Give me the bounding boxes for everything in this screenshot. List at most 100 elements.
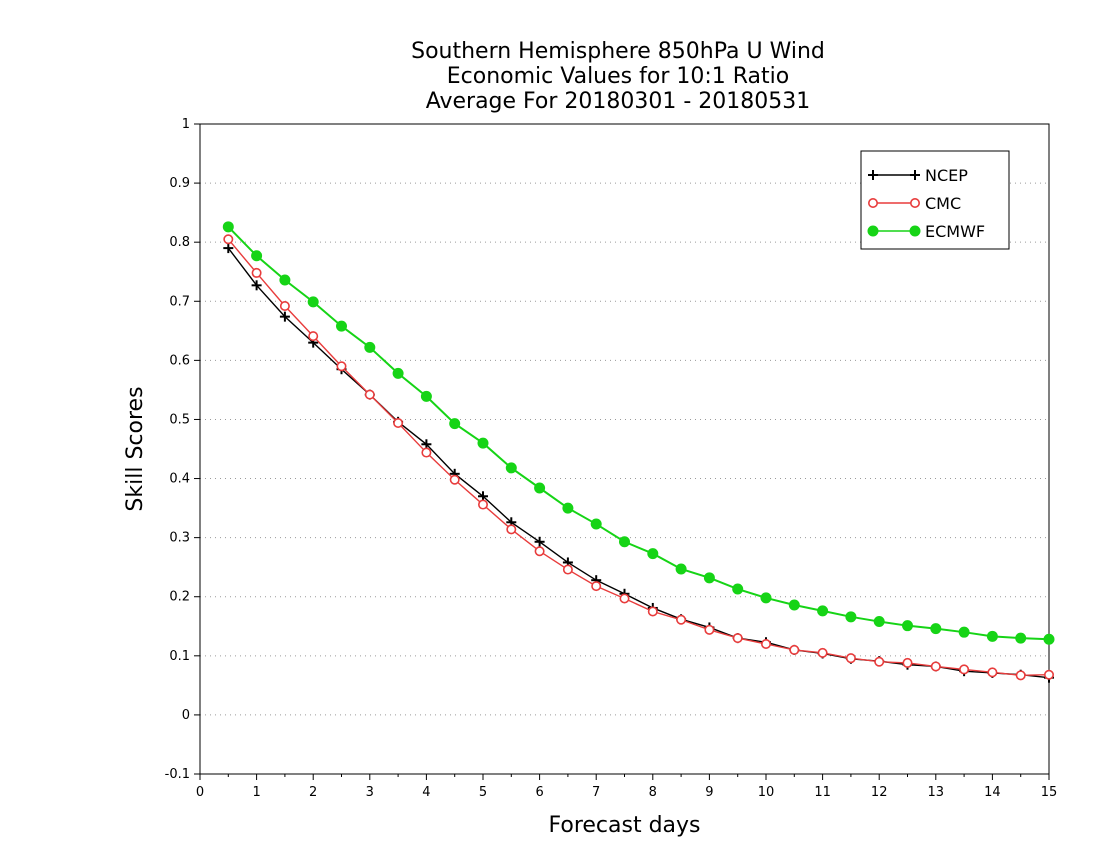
y-axis: -0.1 0 0.1 0.2 0.3 0.4 0.5 0.6 0.7 0.8 0.9 1 [165, 117, 200, 782]
y-tick-label: -0.1 [165, 767, 190, 782]
legend-marker-right [909, 198, 920, 209]
x-axis-label: Forecast days [548, 813, 700, 838]
data-point-ecmwf [675, 563, 687, 575]
y-tick-label: 0.1 [169, 649, 190, 664]
data-point-ecmwf [477, 437, 489, 449]
legend-marker-left [867, 198, 878, 209]
data-point-ecmwf [534, 482, 546, 494]
data-point-cmc [1015, 670, 1026, 681]
data-point-cmc [1044, 669, 1055, 680]
legend-marker-left [868, 170, 878, 180]
x-tick-label: 1 [252, 785, 260, 800]
legend-box [860, 150, 1010, 250]
x-tick-label: 12 [871, 785, 888, 800]
data-point-cmc [676, 614, 687, 625]
data-point-ecmwf [845, 611, 857, 623]
chart-title-line-3: Average For 20180301 - 20180531 [426, 89, 811, 114]
legend-marker-right [909, 225, 921, 237]
legend-marker-right [910, 170, 920, 180]
x-tick-label: 11 [814, 785, 831, 800]
data-point-cmc [449, 474, 460, 485]
data-point-cmc [789, 644, 800, 655]
series-line-ncep [227, 247, 1050, 679]
data-point-ecmwf [986, 630, 998, 642]
chart-title: Southern Hemisphere 850hPa U WindEconomi… [411, 39, 825, 114]
legend-item-ecmwf: ECMWF [867, 222, 985, 241]
y-tick-label: 1 [182, 117, 190, 132]
x-tick-label: 10 [758, 785, 775, 800]
x-tick-label: 15 [1041, 785, 1058, 800]
data-point-ecmwf [930, 623, 942, 635]
data-point-ecmwf [732, 583, 744, 595]
y-tick-label: 0.9 [169, 176, 190, 191]
data-point-ecmwf [392, 367, 404, 379]
data-point-cmc [279, 300, 290, 311]
x-tick-label: 4 [422, 785, 430, 800]
data-point-cmc [506, 524, 517, 535]
y-tick-label: 0.3 [169, 531, 190, 546]
data-point-ecmwf [222, 221, 234, 233]
data-point-cmc [874, 656, 885, 667]
data-point-cmc [902, 657, 913, 668]
data-point-cmc [364, 389, 375, 400]
y-tick-label: 0.6 [169, 353, 190, 368]
data-point-cmc [477, 499, 488, 510]
data-point-cmc [845, 653, 856, 664]
data-point-ncep [223, 243, 234, 254]
data-point-cmc [619, 593, 630, 604]
data-point-ecmwf [703, 572, 715, 584]
data-point-ecmwf [420, 390, 432, 402]
data-point-ecmwf [647, 548, 659, 560]
data-point-cmc [704, 624, 715, 635]
data-point-ecmwf [505, 462, 517, 474]
legend-label: CMC [925, 194, 961, 213]
data-point-cmc [959, 664, 970, 675]
legend-item-ncep: NCEP [868, 166, 968, 185]
data-point-ecmwf [307, 296, 319, 308]
series-ncep [223, 243, 1054, 683]
data-point-ecmwf [817, 605, 829, 617]
data-point-ecmwf [336, 320, 347, 332]
data-point-ecmwf [364, 341, 376, 353]
y-tick-label: 0.4 [169, 472, 190, 487]
data-point-ecmwf [590, 518, 602, 530]
y-tick-label: 0.7 [169, 294, 190, 309]
x-tick-label: 5 [479, 785, 487, 800]
data-point-ecmwf [279, 274, 291, 286]
data-point-cmc [251, 267, 262, 278]
data-point-cmc [732, 633, 743, 644]
data-point-cmc [336, 361, 347, 372]
x-tick-label: 7 [592, 785, 600, 800]
legend-label: NCEP [925, 166, 968, 185]
x-tick-label: 6 [535, 785, 543, 800]
y-axis-label: Skill Scores [123, 386, 148, 511]
y-tick-label: 0.5 [169, 412, 190, 427]
data-point-ecmwf [873, 616, 885, 628]
x-tick-label: 9 [705, 785, 713, 800]
data-point-ecmwf [902, 620, 913, 632]
series-layer [222, 221, 1055, 683]
series-cmc [223, 234, 1055, 681]
data-point-ecmwf [1015, 632, 1027, 644]
data-point-ecmwf [1043, 633, 1055, 645]
data-point-cmc [591, 581, 602, 592]
y-tick-label: 0 [182, 708, 190, 723]
x-tick-label: 8 [649, 785, 657, 800]
data-point-cmc [308, 331, 319, 342]
legend-marker-left [867, 225, 879, 237]
x-tick-label: 2 [309, 785, 317, 800]
data-point-cmc [930, 661, 941, 672]
data-point-cmc [760, 638, 771, 649]
data-point-ncep [279, 311, 290, 322]
y-tick-label: 0.2 [169, 590, 190, 605]
data-point-cmc [223, 234, 234, 245]
data-point-cmc [817, 647, 828, 658]
x-tick-label: 13 [928, 785, 945, 800]
data-point-ecmwf [760, 592, 772, 604]
legend: NCEP CMC ECMWF [860, 150, 1010, 250]
data-point-ecmwf [619, 536, 630, 548]
chart-title-line-2: Economic Values for 10:1 Ratio [447, 64, 789, 89]
series-line-cmc [227, 238, 1050, 677]
series-line-ecmwf [227, 226, 1050, 641]
y-tick-label: 0.8 [169, 235, 190, 250]
